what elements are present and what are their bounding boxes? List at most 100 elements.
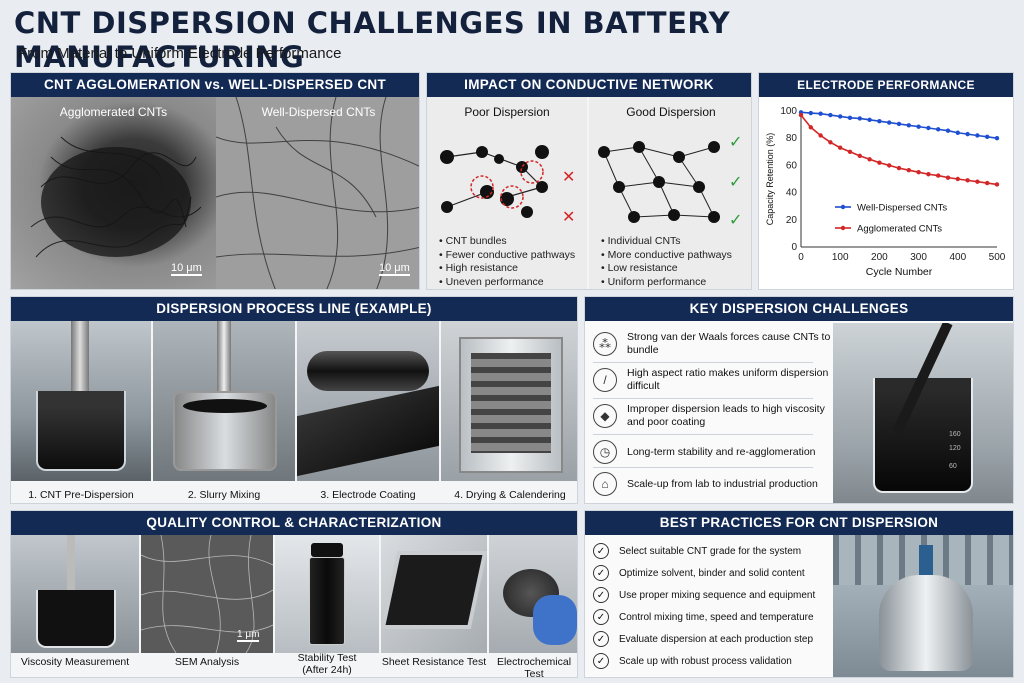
series-point-1	[945, 175, 951, 180]
good-bullet: More conductive pathways	[601, 249, 732, 263]
process-step-2-image	[153, 321, 295, 481]
quality-label-electrochem: Electrochemical Test	[496, 656, 572, 678]
viscosity-image	[11, 535, 139, 653]
agglomerated-sem-image: Agglomerated CNTs 10 μm	[11, 97, 216, 289]
good-bullet: Individual CNTs	[601, 235, 732, 249]
series-point-1	[828, 140, 833, 145]
series-point-1	[847, 149, 853, 154]
challenge-text: Improper dispersion leads to high viscos…	[627, 403, 825, 428]
series-point-1	[994, 182, 1000, 187]
divider	[593, 467, 813, 468]
coating-roller	[307, 351, 429, 391]
best-practice-text: Use proper mixing sequence and equipment	[619, 589, 816, 601]
check-icon: ✓	[593, 587, 609, 603]
legend-marker-1	[840, 225, 846, 231]
performance-panel: ELECTRODE PERFORMANCE COMPARISON 0 20 40 60…	[758, 72, 1014, 290]
good-dispersion-label: Good Dispersion	[626, 105, 716, 119]
check-icon-1: ✓	[729, 132, 742, 151]
oven-racks	[471, 353, 551, 453]
good-dispersion-section: Good Dispersion ✓ ✓ ✓ Individual CNTs Mo…	[589, 97, 751, 289]
series-point-0	[877, 119, 882, 124]
best-practice-item: ✓ Control mixing time, speed and temperat…	[593, 609, 814, 625]
vial-body	[309, 557, 345, 645]
divider	[593, 434, 813, 435]
agglomeration-panel: CNT AGGLOMERATION vs. WELL-DISPERSED CNT…	[10, 72, 420, 290]
series-point-1	[906, 167, 911, 173]
series-point-0	[955, 130, 960, 135]
vial-cap	[311, 543, 343, 557]
reactor-motor	[919, 545, 933, 575]
challenges-panel: KEY DISPERSION CHALLENGES ⁂ Strong van d…	[584, 296, 1014, 504]
series-point-1	[936, 173, 941, 178]
process-header: DISPERSION PROCESS LINE (EXAMPLE)	[11, 297, 577, 321]
sheet-resistance-image	[381, 535, 487, 653]
x-tick-label: 0	[798, 252, 804, 263]
agglomeration-header: CNT AGGLOMERATION vs. WELL-DISPERSED CNT	[11, 73, 419, 97]
legend-label-0: Well-Dispersed CNTs	[857, 203, 947, 214]
process-step-3-label: 3. Electrode Coating	[320, 489, 416, 501]
series-point-0	[808, 110, 813, 116]
series-point-0	[906, 123, 911, 128]
page-title: CNT DISPERSION CHALLENGES IN BATTERY MAN…	[14, 6, 731, 74]
good-bullet: Uniform performance	[601, 276, 732, 290]
network-icon: ⁂	[593, 332, 617, 356]
series-point-0	[857, 116, 862, 121]
agglomerated-label: Agglomerated CNTs	[59, 105, 168, 119]
best-practices-header: BEST PRACTICES FOR CNT DISPERSION	[585, 511, 1013, 535]
mixer-shaft	[71, 321, 89, 411]
series-point-1	[818, 133, 823, 138]
viscosity-beaker	[36, 590, 116, 648]
network-panel: IMPACT ON CONDUCTIVE NETWORK Poor Disper…	[426, 72, 752, 290]
quality-panel: QUALITY CONTROL & CHARACTERIZATION 1 μm …	[10, 510, 578, 678]
check-icon: ✓	[593, 609, 609, 625]
series-point-1	[965, 178, 970, 183]
cross-icon-1: ✕	[562, 167, 575, 186]
poor-bullet: Fewer conductive pathways	[439, 249, 576, 263]
series-point-1	[975, 179, 980, 184]
series-point-1	[916, 170, 921, 175]
electrochemical-image	[489, 535, 577, 653]
challenge-item: ⁂ Strong van der Waals forces cause CNTs…	[593, 331, 837, 357]
best-practice-item: ✓ Select suitable CNT grade for the syste…	[593, 543, 801, 559]
sem-image: 1 μm	[141, 535, 273, 653]
good-bullets: Individual CNTs More conductive pathways…	[601, 235, 732, 289]
beaker-slurry	[36, 391, 126, 471]
divider	[593, 362, 813, 363]
best-practice-text: Evaluate dispersion at each production s…	[619, 633, 814, 645]
coated-electrode-sheet	[297, 385, 439, 477]
challenge-item: / High aspect ratio makes uniform disper…	[593, 367, 837, 393]
challenge-text: Scale-up from lab to industrial producti…	[627, 477, 818, 490]
series-point-1	[857, 153, 862, 159]
sem-fibers-svg	[141, 535, 273, 653]
check-icon-3: ✓	[729, 210, 742, 227]
series-point-0	[916, 124, 921, 129]
series-point-0	[965, 131, 970, 137]
scale-bar-left: 10 μm	[171, 262, 202, 276]
best-practice-text: Scale up with robust process validation	[619, 655, 792, 667]
series-point-0	[945, 128, 951, 133]
droplet-icon: ◆	[593, 404, 617, 428]
y-tick-label: 80	[786, 133, 798, 144]
x-axis-label: Cycle Number	[866, 266, 933, 278]
series-point-0	[896, 121, 902, 127]
challenge-item: ⌂ Scale-up from lab to industrial produc…	[593, 472, 837, 496]
poor-dispersion-section: Poor Dispersion ✕ ✕ CNT bundles Fewer co…	[427, 97, 587, 290]
quality-header: QUALITY CONTROL & CHARACTERIZATION	[11, 511, 577, 535]
series-point-0	[828, 112, 833, 118]
mixer-shaft-2	[217, 321, 231, 401]
poor-bullet: Uneven performance	[439, 276, 575, 290]
viscometer-spindle	[67, 535, 75, 605]
beaker-tick: 120	[949, 445, 961, 452]
sem-scale-bar: 1 μm	[237, 629, 260, 642]
best-practice-item: ✓ Use proper mixing sequence and equipmen…	[593, 587, 815, 603]
series-point-0	[936, 127, 941, 132]
best-practice-text: Select suitable CNT grade for the system	[619, 545, 802, 557]
series-point-0	[847, 115, 853, 120]
x-tick-label: 200	[871, 252, 888, 263]
performance-chart: 0 20 40 60 80 100 0 100 200 300 400 500 Cycle Number…	[765, 106, 1006, 278]
best-practice-text: Control mixing time, speed and temperatu…	[619, 611, 814, 623]
series-point-1	[896, 165, 902, 171]
factory-icon: ⌂	[593, 472, 617, 496]
y-tick-label: 0	[791, 242, 797, 253]
x-tick-label: 400	[949, 252, 966, 263]
